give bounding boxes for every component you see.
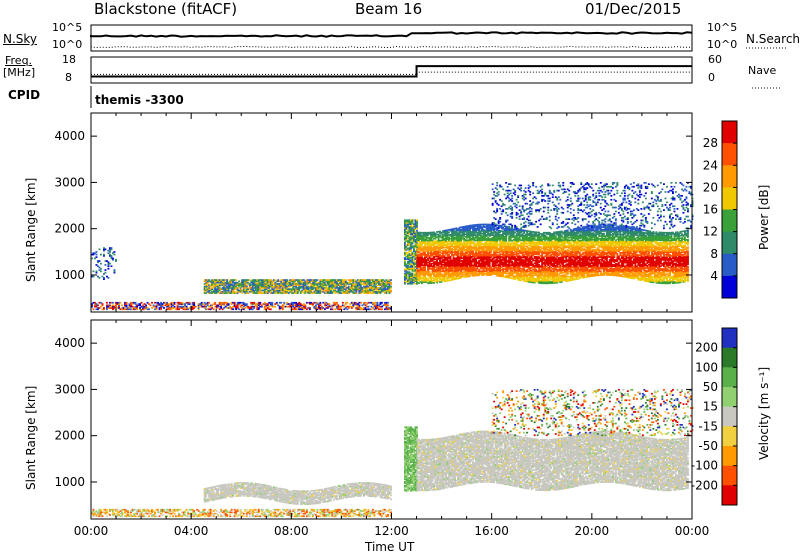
colorbar-tick-label: 200 <box>695 341 718 355</box>
colorbar-swatch <box>722 406 737 427</box>
nave-line <box>91 71 692 75</box>
noise-sky-label: N.Sky <box>3 32 38 46</box>
colorbar-swatch <box>722 231 737 255</box>
y-tick-label: 3000 <box>54 382 85 396</box>
colorbar-tick-label: 4 <box>710 269 718 283</box>
freq-right-tick-bottom: 0 <box>708 71 715 84</box>
colorbar-tick-label: 8 <box>710 247 718 261</box>
noise-left-tick-bottom: 10^0 <box>52 38 83 51</box>
colorbar-swatch <box>722 328 737 349</box>
x-tick-label: 00:00 <box>675 524 710 538</box>
cpid-label: CPID <box>8 88 41 102</box>
y-tick-label: 1000 <box>54 268 85 282</box>
noise-search-label: N.Search <box>746 32 800 46</box>
colorbar-swatch <box>722 387 737 408</box>
colorbar-swatch <box>722 165 737 188</box>
colorbar-swatch <box>722 426 737 447</box>
beam-title: Beam 16 <box>355 0 423 18</box>
freq-unit-label: [MHz] <box>3 66 36 79</box>
colorbar-tick-label: 100 <box>695 360 718 374</box>
colorbar-tick-label: -100 <box>691 459 718 473</box>
colorbar-tick-label: -15 <box>698 419 718 433</box>
colorbar-tick-label: -50 <box>698 439 718 453</box>
noise-sky-line <box>90 31 693 38</box>
freq-right-tick-top: 60 <box>708 53 722 66</box>
noise-right-tick-top: 10^5 <box>707 21 738 34</box>
y-tick-label: 3000 <box>54 175 85 189</box>
power-heatmap: 1000 2000 3000 4000 <box>54 112 694 313</box>
x-tick-label: 16:00 <box>474 524 509 538</box>
x-tick-label: 08:00 <box>274 524 309 538</box>
x-tick-label: 04:00 <box>174 524 209 538</box>
date-title: 01/Dec/2015 <box>585 0 682 18</box>
time-xlabel: Time UT <box>365 540 415 554</box>
freq-panel <box>90 56 780 108</box>
colorbar-swatch <box>722 143 737 166</box>
noise-right-tick-bottom: 10^0 <box>707 38 738 51</box>
x-tick-label: 00:00 <box>74 524 109 538</box>
power-colorbar: 28 24 20 16 12 8 4 <box>703 120 738 299</box>
cpid-text: themis -3300 <box>95 93 184 107</box>
y-tick-label: 2000 <box>54 429 85 443</box>
colorbar-swatch <box>722 121 737 144</box>
colorbar-swatch <box>722 485 737 506</box>
x-tick-label: 12:00 <box>374 524 409 538</box>
colorbar-swatch <box>722 187 737 210</box>
colorbar-swatch <box>722 465 737 486</box>
station-title: Blackstone (fitACF) <box>94 0 238 18</box>
colorbar-tick-label: 20 <box>703 180 718 194</box>
colorbar-swatch <box>722 367 737 388</box>
y-tick-label: 4000 <box>54 336 85 350</box>
noise-left-tick-top: 10^5 <box>52 21 83 34</box>
velocity-heatmap: 1000 2000 3000 4000 00:00 04:00 08:00 12:00 16:0… <box>54 319 710 538</box>
colorbar-tick-label: 24 <box>703 158 718 172</box>
nave-label: Nave <box>748 64 777 77</box>
velocity-colorbar: 200 100 50 15 -15 -50 -100 -200 <box>691 327 738 506</box>
colorbar-swatch <box>722 253 737 277</box>
colorbar-tick-label: 12 <box>703 225 718 239</box>
colorbar-swatch <box>722 209 737 233</box>
colorbar-tick-label: 28 <box>703 136 718 150</box>
colorbar-swatch <box>722 446 737 467</box>
y-tick-label: 1000 <box>54 475 85 489</box>
colorbar-swatch <box>722 275 737 299</box>
freq-line <box>91 65 692 78</box>
x-tick-label: 20:00 <box>575 524 610 538</box>
colorbar-tick-label: 15 <box>703 400 718 414</box>
noise-search-line <box>90 45 693 49</box>
freq-left-tick-top: 18 <box>62 53 76 66</box>
noise-panel <box>90 24 788 52</box>
colorbar-tick-label: 16 <box>703 203 718 217</box>
freq-label: Freq. <box>5 54 33 67</box>
colorbar-tick-label: -200 <box>691 478 718 492</box>
y-tick-label: 4000 <box>54 129 85 143</box>
freq-left-tick-bottom: 8 <box>65 71 72 84</box>
y-tick-label: 2000 <box>54 222 85 236</box>
colorbar-swatch <box>722 347 737 368</box>
colorbar-tick-label: 50 <box>703 380 718 394</box>
